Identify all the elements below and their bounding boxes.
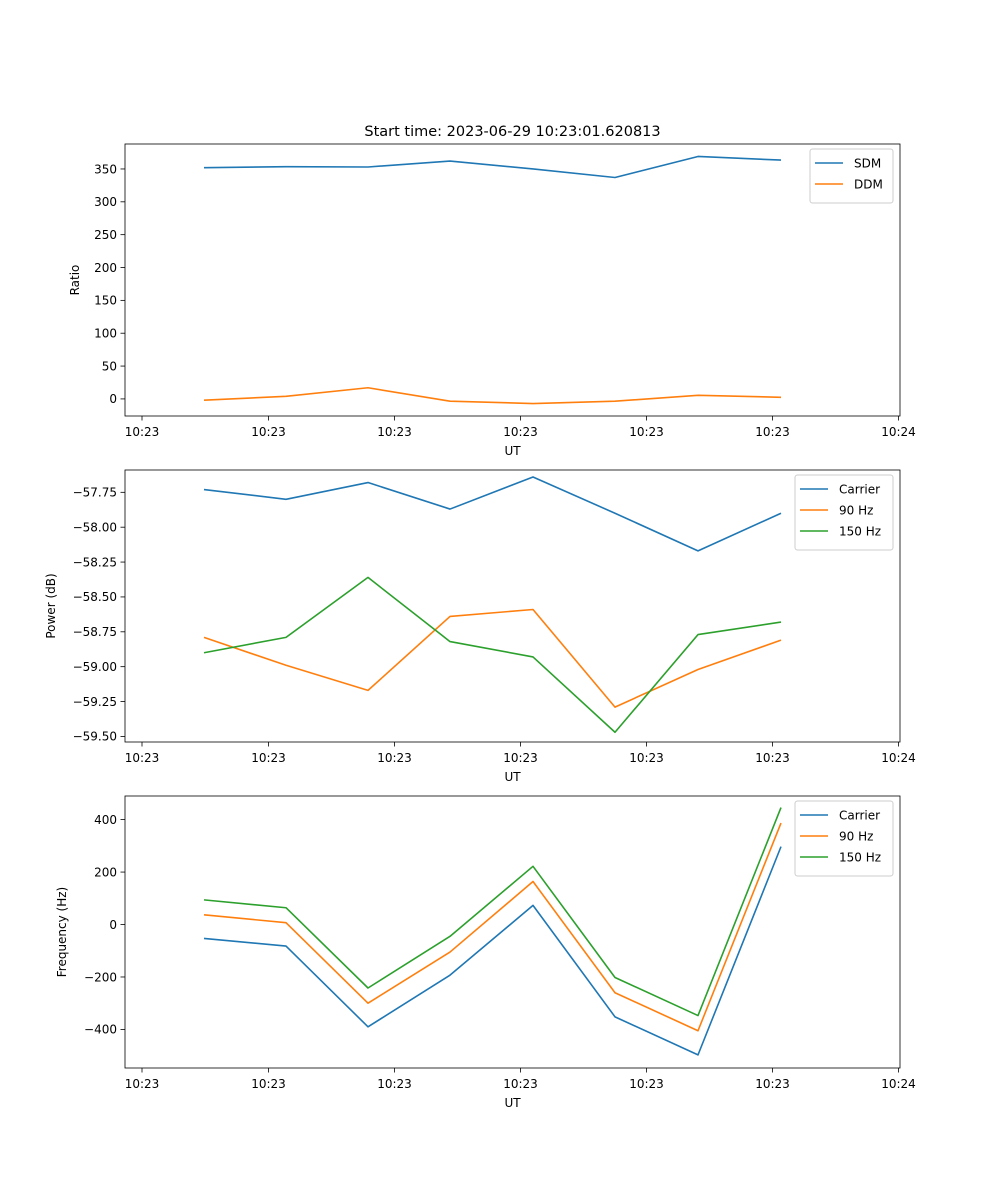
x-tick-label: 10:23 (755, 425, 790, 439)
y-axis-label: Frequency (Hz) (55, 887, 69, 978)
legend: Carrier 90 Hz 150 Hz (794, 474, 894, 551)
x-tick-label: 10:23 (629, 425, 664, 439)
x-tick-label: 10:23 (377, 751, 412, 765)
x-tick-label: 10:23 (629, 1077, 664, 1091)
x-tick-label: 10:23 (125, 1077, 160, 1091)
y-tick-label: −58.25 (73, 555, 117, 569)
y-tick-label: 200 (94, 261, 117, 275)
chart-panel-3: 10:23 10:23 10:23 10:23 10:23 10:23 10:24 −400 −… (55, 795, 916, 1110)
y-tick-label: 100 (94, 327, 117, 341)
y-tick-label: 200 (94, 865, 117, 879)
y-tick-label: 400 (94, 813, 117, 827)
legend-label: DDM (854, 177, 883, 191)
series-line-150-hz (203, 576, 782, 734)
series-line-carrier (203, 846, 782, 1056)
y-tick-label: −58.50 (73, 590, 117, 604)
plot-frame (124, 143, 901, 417)
x-tick-label: 10:24 (881, 751, 916, 765)
legend-label: SDM (854, 156, 881, 170)
x-tick-label: 10:24 (881, 425, 916, 439)
y-axis-label: Power (dB) (44, 573, 58, 638)
chart-title: Start time: 2023-06-29 10:23:01.620813 (364, 124, 660, 140)
legend-label: 150 Hz (839, 524, 881, 538)
panels: 10:23 10:23 10:23 10:23 10:23 10:23 10:24 0 50 10… (44, 143, 916, 1110)
y-tick-label: −57.75 (73, 486, 117, 500)
x-tick-label: 10:23 (755, 751, 790, 765)
x-tick-label: 10:23 (251, 425, 286, 439)
x-axis-label: UT (504, 770, 521, 784)
series-line-150-hz (203, 807, 782, 1017)
y-tick-label: 50 (102, 359, 117, 373)
x-tick-label: 10:23 (503, 1077, 538, 1091)
x-tick-label: 10:23 (503, 751, 538, 765)
legend-label: 150 Hz (839, 850, 881, 864)
series-line-ddm (203, 386, 782, 405)
x-tick-label: 10:23 (251, 1077, 286, 1091)
x-tick-label: 10:23 (377, 1077, 412, 1091)
y-tick-label: −200 (84, 970, 117, 984)
y-tick-label: −59.00 (73, 660, 117, 674)
x-axis-label: UT (504, 444, 521, 458)
x-tick-label: 10:23 (503, 425, 538, 439)
y-tick-label: 250 (94, 228, 117, 242)
legend-label: 90 Hz (839, 503, 873, 517)
chart-panel-2: 10:23 10:23 10:23 10:23 10:23 10:23 10:24 −59.5… (44, 469, 916, 784)
legend-label: Carrier (839, 482, 880, 496)
plot-frame (124, 795, 901, 1069)
y-axis-label: Ratio (68, 265, 82, 296)
legend-label: 90 Hz (839, 829, 873, 843)
x-tick-label: 10:23 (125, 425, 160, 439)
y-tick-label: 0 (109, 918, 117, 932)
y-tick-label: 350 (94, 162, 117, 176)
x-axis-label: UT (504, 1096, 521, 1110)
y-tick-label: −59.50 (73, 730, 117, 744)
plot-frame (124, 469, 901, 743)
series-line-sdm (203, 155, 782, 179)
y-tick-label: −58.00 (73, 520, 117, 534)
legend-label: Carrier (839, 808, 880, 822)
x-tick-label: 10:23 (251, 751, 286, 765)
y-tick-label: −58.75 (73, 625, 117, 639)
series-line-90-hz (203, 822, 782, 1032)
chart-panel-1: 10:23 10:23 10:23 10:23 10:23 10:23 10:24 0 50 10… (68, 143, 916, 458)
y-tick-label: 150 (94, 294, 117, 308)
x-tick-label: 10:23 (125, 751, 160, 765)
series-line-carrier (203, 476, 782, 552)
x-tick-label: 10:23 (755, 1077, 790, 1091)
y-tick-label: −400 (84, 1023, 117, 1037)
series-line-90-hz (203, 608, 782, 708)
x-tick-label: 10:23 (377, 425, 412, 439)
y-tick-label: 300 (94, 195, 117, 209)
legend: SDM DDM (809, 148, 894, 204)
legend: Carrier 90 Hz 150 Hz (794, 800, 894, 877)
x-tick-label: 10:24 (881, 1077, 916, 1091)
y-tick-label: 0 (109, 392, 117, 406)
x-tick-label: 10:23 (629, 751, 664, 765)
y-tick-label: −59.25 (73, 695, 117, 709)
